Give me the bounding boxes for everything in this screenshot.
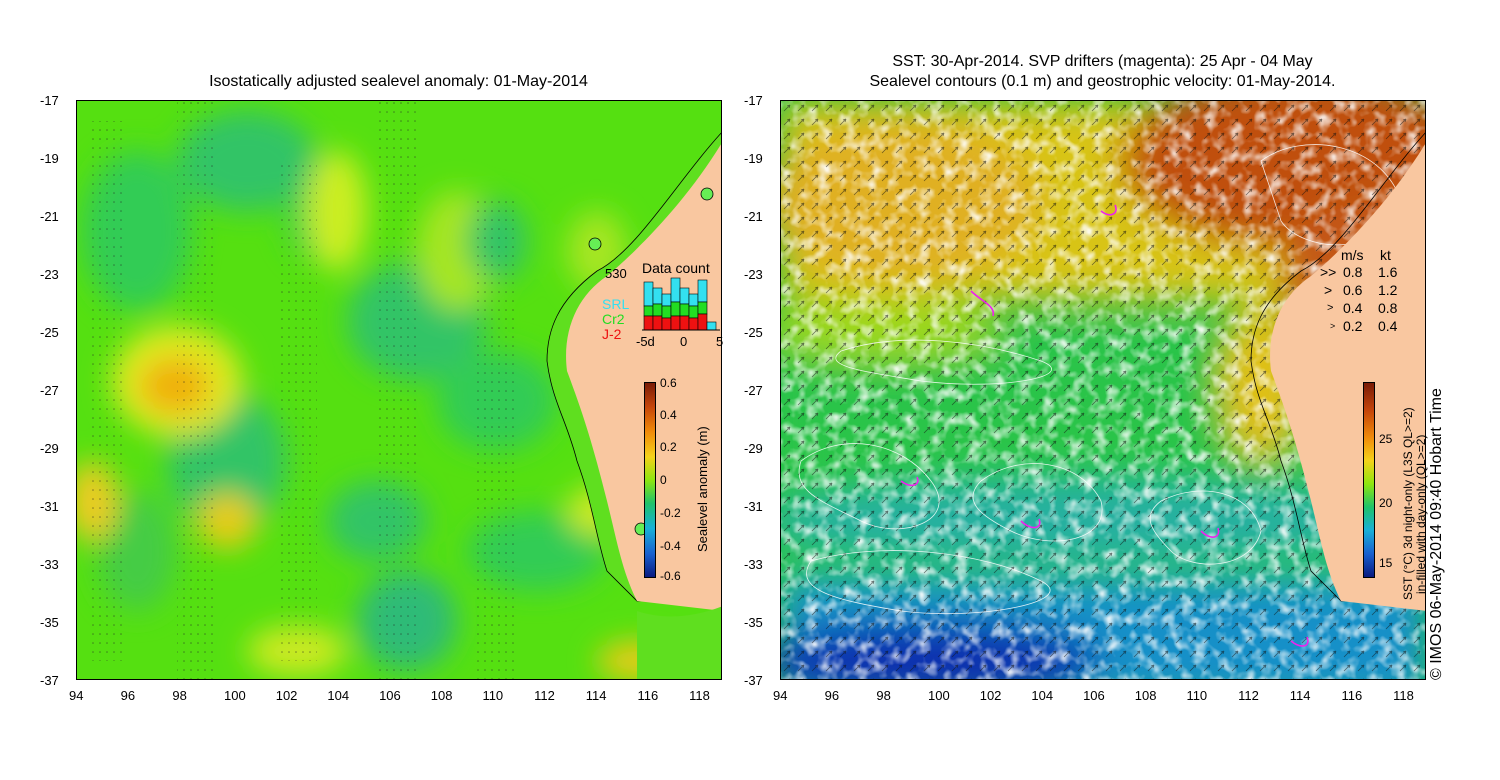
sst-cb-tick-15: 15 bbox=[1379, 556, 1393, 570]
australia-land bbox=[566, 144, 721, 611]
x-tick-label: 104 bbox=[1031, 688, 1054, 703]
y-tick-label: -27 bbox=[40, 383, 59, 398]
legend-j2: J-2 bbox=[602, 326, 622, 342]
x-tick-label: 108 bbox=[430, 688, 453, 703]
velocity-legend-kt-3: 0.4 bbox=[1378, 318, 1398, 334]
sst-cb-tick-25: 25 bbox=[1379, 432, 1393, 446]
x-tick-label: 96 bbox=[824, 688, 840, 703]
y-tick-label: -37 bbox=[744, 673, 763, 688]
sealevel-cb-tick-2: 0.2 bbox=[660, 440, 677, 454]
y-tick-label: -27 bbox=[744, 383, 763, 398]
velocity-legend-arrow-1: > bbox=[1324, 282, 1333, 298]
x-tick-label: 98 bbox=[876, 688, 891, 703]
data-count-axis-mid: 0 bbox=[680, 334, 688, 349]
x-tick-label: 118 bbox=[1393, 688, 1414, 703]
sealevel-cb-tick-6: -0.6 bbox=[660, 569, 681, 583]
y-tick-label: -35 bbox=[40, 615, 59, 630]
x-tick-label: 94 bbox=[69, 688, 84, 703]
x-tick-label: 106 bbox=[379, 688, 401, 703]
y-tick-label: -23 bbox=[744, 267, 763, 282]
velocity-legend-arrow-2: > bbox=[1327, 302, 1334, 314]
svp-drifters bbox=[900, 204, 1309, 647]
sst-colorbar-label-line2: in-filled with day-only (QL>=2) bbox=[1414, 434, 1428, 594]
x-tick-label: 100 bbox=[928, 688, 950, 703]
sealevel-cb-tick-4: -0.2 bbox=[660, 506, 681, 520]
data-count-max-label: 530 bbox=[605, 266, 627, 281]
sealevel-anomaly-map bbox=[76, 100, 722, 680]
velocity-legend-arrow-3: > bbox=[1330, 321, 1336, 331]
velocity-legend-kt-1: 1.2 bbox=[1378, 282, 1398, 298]
velocity-legend-ms-2: 0.4 bbox=[1343, 300, 1363, 316]
y-tick-label: -17 bbox=[40, 93, 59, 108]
y-tick-label: -31 bbox=[40, 499, 59, 514]
legend-cr2: Cr2 bbox=[602, 311, 625, 327]
sst-colorbar bbox=[1363, 382, 1375, 578]
y-tick-label: -31 bbox=[744, 499, 763, 514]
legend-srl: SRL bbox=[602, 296, 630, 312]
data-count-bars bbox=[642, 277, 720, 331]
sealevel-cb-tick-5: -0.4 bbox=[660, 539, 681, 553]
x-tick-label: 114 bbox=[1289, 688, 1311, 703]
y-tick-label: -29 bbox=[744, 441, 763, 456]
sealevel-colorbar bbox=[644, 382, 656, 578]
velocity-legend-arrow-0: >> bbox=[1320, 264, 1337, 280]
x-tick-label: 118 bbox=[689, 688, 710, 703]
y-tick-label: -17 bbox=[744, 93, 763, 108]
left-panel-title: Isostatically adjusted sealevel anomaly:… bbox=[209, 73, 588, 90]
sealevel-colorbar-label: Sealevel anomaly (m) bbox=[695, 426, 710, 552]
sealevel-anomaly-field bbox=[77, 101, 721, 679]
velocity-legend-kt-0: 1.6 bbox=[1378, 264, 1398, 280]
sst-field bbox=[781, 101, 1425, 679]
data-count-axis-start: -5d bbox=[636, 334, 655, 349]
x-tick-label: 98 bbox=[172, 688, 187, 703]
y-tick-label: -19 bbox=[40, 151, 59, 166]
velocity-legend-header-ms: m/s bbox=[1341, 247, 1364, 263]
x-tick-label: 112 bbox=[534, 688, 555, 703]
right-panel-title-line1: SST: 30-Apr-2014. SVP drifters (magenta)… bbox=[892, 53, 1313, 70]
x-tick-label: 110 bbox=[482, 688, 504, 703]
x-tick-label: 102 bbox=[979, 688, 1002, 703]
y-tick-label: -19 bbox=[744, 151, 763, 166]
x-tick-label: 114 bbox=[585, 688, 607, 703]
y-tick-label: -21 bbox=[744, 209, 763, 224]
x-tick-label: 100 bbox=[224, 688, 246, 703]
velocity-legend-header-kt: kt bbox=[1380, 247, 1391, 263]
sst-colorbar-label-line1: SST (°C) 3d night-only (L3S QL>=2) bbox=[1401, 407, 1415, 600]
velocity-legend-kt-2: 0.8 bbox=[1378, 300, 1398, 316]
y-tick-label: -37 bbox=[40, 673, 59, 688]
x-tick-label: 110 bbox=[1186, 688, 1208, 703]
x-tick-label: 96 bbox=[120, 688, 136, 703]
x-tick-label: 94 bbox=[773, 688, 788, 703]
x-tick-label: 112 bbox=[1238, 688, 1259, 703]
x-tick-label: 106 bbox=[1083, 688, 1105, 703]
data-count-title: Data count bbox=[642, 260, 710, 276]
imos-credit: © IMOS 06-May-2014 09:40 Hobart Time bbox=[1428, 388, 1445, 680]
y-tick-label: -35 bbox=[744, 615, 763, 630]
y-tick-label: -25 bbox=[40, 325, 59, 340]
velocity-legend-ms-0: 0.8 bbox=[1343, 264, 1363, 280]
velocity-legend-ms-3: 0.2 bbox=[1343, 318, 1363, 334]
x-tick-label: 116 bbox=[1341, 688, 1363, 703]
x-tick-label: 108 bbox=[1134, 688, 1157, 703]
y-tick-label: -21 bbox=[40, 209, 59, 224]
right-panel-title-line2: Sealevel contours (0.1 m) and geostrophi… bbox=[869, 73, 1336, 90]
sst-map bbox=[780, 100, 1426, 680]
x-tick-label: 102 bbox=[275, 688, 298, 703]
sst-cb-tick-20: 20 bbox=[1379, 496, 1393, 510]
x-tick-label: 116 bbox=[637, 688, 659, 703]
y-tick-label: -33 bbox=[744, 557, 763, 572]
sealevel-cb-tick-0: 0.6 bbox=[660, 376, 677, 390]
y-tick-label: -33 bbox=[40, 557, 59, 572]
x-tick-label: 104 bbox=[327, 688, 350, 703]
sealevel-cb-tick-3: 0 bbox=[660, 473, 667, 487]
sealevel-cb-tick-1: 0.4 bbox=[660, 408, 677, 422]
y-tick-label: -23 bbox=[40, 267, 59, 282]
data-count-axis-end: 5 bbox=[716, 334, 724, 349]
australia-land bbox=[1270, 144, 1425, 611]
y-tick-label: -25 bbox=[744, 325, 763, 340]
y-tick-label: -29 bbox=[40, 441, 59, 456]
velocity-legend-ms-1: 0.6 bbox=[1343, 282, 1363, 298]
